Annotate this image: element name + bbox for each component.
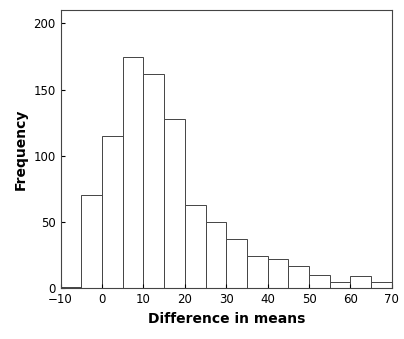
Bar [288, 266, 309, 288]
Bar [123, 57, 143, 288]
Bar [267, 259, 288, 288]
X-axis label: Difference in means: Difference in means [147, 312, 305, 325]
Bar [351, 276, 371, 288]
Bar [102, 136, 123, 288]
Bar [226, 239, 247, 288]
Bar [247, 256, 267, 288]
Bar [164, 119, 185, 288]
Bar [371, 281, 392, 288]
Bar [392, 284, 404, 288]
Bar [206, 222, 226, 288]
Bar [309, 275, 330, 288]
Bar [143, 74, 164, 288]
Bar [81, 196, 102, 288]
Y-axis label: Frequency: Frequency [14, 108, 28, 190]
Bar [61, 287, 81, 288]
Bar [185, 205, 206, 288]
Bar [330, 281, 350, 288]
